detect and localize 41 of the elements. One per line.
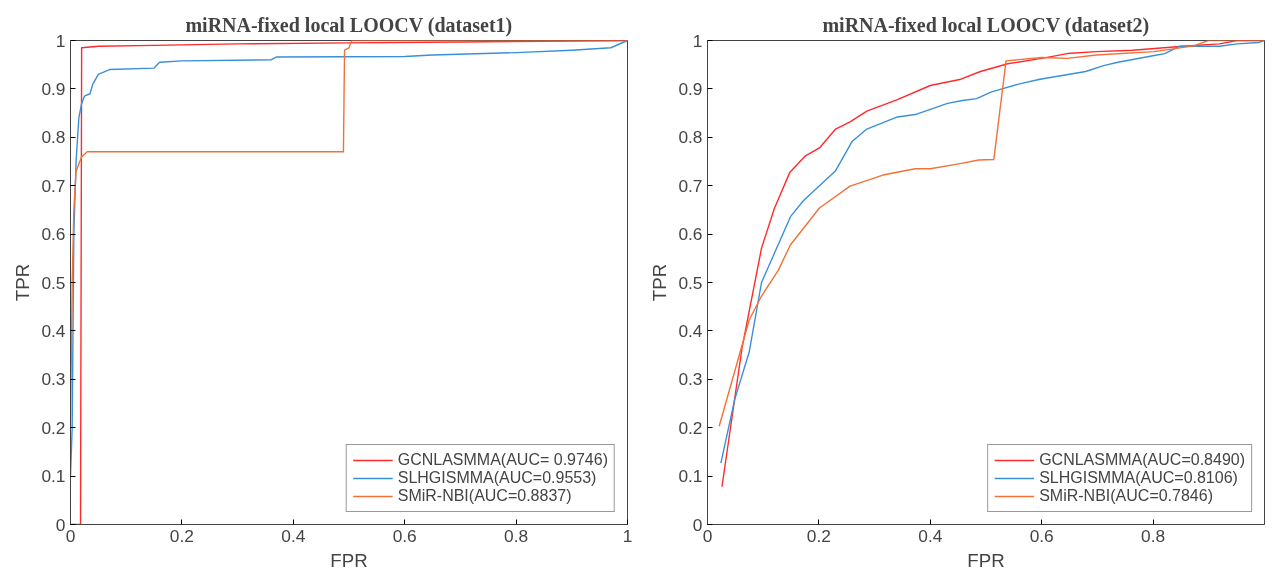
x-tick-label: 0.4 [918,525,943,546]
x-axis-title: FPR [330,549,368,571]
legend-label: GCNLASMMA(AUC=0.8490) [1039,451,1245,469]
chart-title: miRNA-fixed local LOOCV (dataset1) [185,13,513,37]
y-tick-label: 1 [55,30,66,51]
y-tick-label: 0.2 [678,417,703,438]
x-tick-label: 0.2 [169,525,194,546]
y-tick-label: 0.1 [41,466,66,487]
x-tick-label: 0.6 [1029,525,1054,546]
y-tick-label: 0.6 [41,224,66,245]
y-axis-title: TPR [649,263,671,302]
y-tick-label: 0.4 [678,320,703,341]
y-tick-label: 0.5 [678,272,703,293]
y-tick-label: 0.9 [678,78,703,99]
y-tick-label: 0.7 [678,175,703,196]
y-tick-label: 0.9 [41,78,66,99]
x-tick-label: 1 [622,525,633,546]
legend-label: SMiR-NBI(AUC=0.7846) [1039,487,1213,505]
x-tick-label: 0.4 [281,525,306,546]
legend-label: GCNLASMMA(AUC= 0.9746) [397,451,608,469]
x-tick-label: 0.8 [1141,525,1166,546]
y-tick-label: 0.7 [41,175,66,196]
legend-label: SLHGISMMA(AUC=0.8106) [1039,469,1238,487]
y-tick-label: 0.1 [678,466,703,487]
y-tick-label: 0.3 [41,369,66,390]
y-axis-title: TPR [12,263,34,302]
chart-title: miRNA-fixed local LOOCV (dataset2) [822,13,1150,37]
legend-label: SLHGISMMA(AUC=0.9553) [397,469,597,487]
y-tick-label: 0.3 [678,369,703,390]
legend-label: SMiR-NBI(AUC=0.8837) [397,487,572,505]
x-axis-title: FPR [967,549,1005,571]
y-tick-label: 0.6 [678,224,703,245]
y-tick-label: 0.8 [678,127,703,148]
x-tick-label: 0.2 [806,525,831,546]
y-tick-label: 0.5 [41,272,66,293]
x-tick-label: 0.6 [392,525,417,546]
y-tick-label: 0.4 [41,320,66,341]
y-tick-label: 0.2 [41,417,66,438]
x-tick-label: 0.8 [504,525,529,546]
y-tick-label: 0.8 [41,127,66,148]
y-tick-label: 1 [692,30,703,51]
